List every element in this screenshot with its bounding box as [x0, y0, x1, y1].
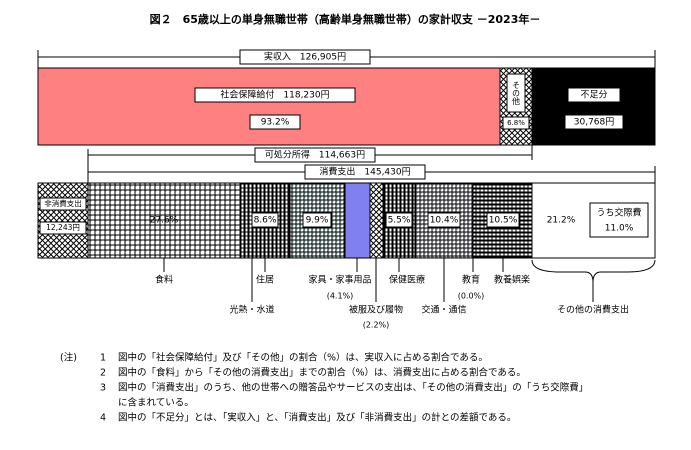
deficit-amount: 30,768円	[574, 117, 615, 128]
title: 図２ 65歳以上の単身無職世帯（高齢単身無職世帯）の家計収支 －2023年－	[150, 12, 541, 26]
note-number: 3	[100, 383, 106, 394]
recreation-share: 10.5%	[489, 216, 518, 226]
other-income-label: その他	[512, 81, 521, 106]
non-consumption-label: 非消費支出	[44, 198, 82, 208]
income-label: 実収入 126,905円	[264, 51, 346, 63]
label-bg	[254, 147, 376, 163]
note-number: 1	[100, 353, 106, 364]
label-bg	[302, 212, 332, 228]
note-text: に含まれている。	[118, 397, 194, 409]
disposable-label: 可処分所得 114,663円	[265, 149, 365, 161]
note-text: 図中の「社会保障給付」及び「その他」の割合（%）は、実収入に占める割合である。	[118, 352, 488, 364]
label-bg	[304, 164, 426, 180]
medical-label: 保健医療	[389, 274, 425, 286]
deficit-label: 不足分	[580, 90, 607, 101]
transport-label: 交通・通信	[421, 304, 466, 316]
clothing-label: 被服及び履物	[349, 304, 403, 316]
notes: (注) 1 図中の「社会保障給付」及び「その他」の割合（%）は、実収入に占める割合…	[60, 352, 588, 424]
label-bg	[567, 87, 621, 103]
housing-share: 8.6%	[254, 216, 277, 226]
label-bg	[427, 212, 461, 228]
recreation-label: 教養娯楽	[494, 274, 530, 286]
social-security-share: 93.2%	[261, 118, 290, 128]
label-bg	[239, 49, 371, 65]
brace	[531, 259, 656, 283]
note-number: 4	[100, 413, 106, 424]
note-text: 図中の「食料」から「その他の消費支出」までの割合（%）は、消費支出に占める割合で…	[118, 367, 526, 379]
note-text: 図中の「消費支出」のうち、他の世帯への贈答品やサービスの支出は、「その他の消費支…	[118, 382, 588, 394]
other-expense-share: 21.2%	[547, 216, 576, 226]
clothing-share: (2.2%)	[363, 321, 390, 330]
utilities-label: 光熱・水道	[229, 304, 274, 316]
housing-label: 住居	[256, 274, 274, 286]
medical-share: 5.5%	[388, 216, 411, 226]
consumption-label: 消費支出 145,430円	[319, 166, 410, 178]
label-bg	[506, 73, 526, 113]
notes-marker: (注)	[60, 352, 77, 364]
furniture-bar	[344, 182, 371, 259]
label-bg	[502, 116, 530, 130]
clothing-bar	[369, 182, 384, 259]
label-bg	[564, 114, 624, 130]
note-text: 図中の「不足分」とは、「実収入」と、「消費支出」及び「非消費支出」の計との差額で…	[118, 412, 516, 424]
transport-share: 10.4%	[430, 216, 459, 226]
label-bg	[249, 114, 301, 130]
food-share: 27.6%	[150, 216, 179, 226]
education-share: (0.0%)	[458, 292, 485, 301]
label-bg	[39, 197, 87, 211]
social-box	[589, 202, 649, 238]
furniture-share: (4.1%)	[327, 292, 354, 301]
social-security-label: 社会保障給付 118,230円	[220, 89, 329, 101]
food-label: 食料	[155, 274, 173, 286]
deficit-bar	[531, 67, 656, 146]
other-income-share: 6.8%	[507, 119, 525, 127]
social-security-bar	[37, 67, 501, 146]
label-bg	[385, 212, 413, 228]
other-expense-label: その他の消費支出	[557, 304, 629, 316]
social-share: 11.0%	[605, 224, 634, 234]
social-label: うち交際費	[596, 207, 641, 219]
education-label: 教育	[462, 274, 480, 286]
utilities-share: 9.9%	[306, 216, 329, 226]
label-bg	[39, 221, 87, 235]
label-bg	[194, 87, 356, 103]
non-consumption-amount: 12,243円	[46, 223, 80, 232]
food-bar	[87, 182, 241, 259]
note-number: 2	[100, 368, 106, 379]
non-consumption-bar	[37, 182, 89, 259]
label-bg	[486, 212, 520, 228]
furniture-label: 家具・家事用品	[308, 274, 371, 286]
label-bg	[251, 212, 279, 228]
